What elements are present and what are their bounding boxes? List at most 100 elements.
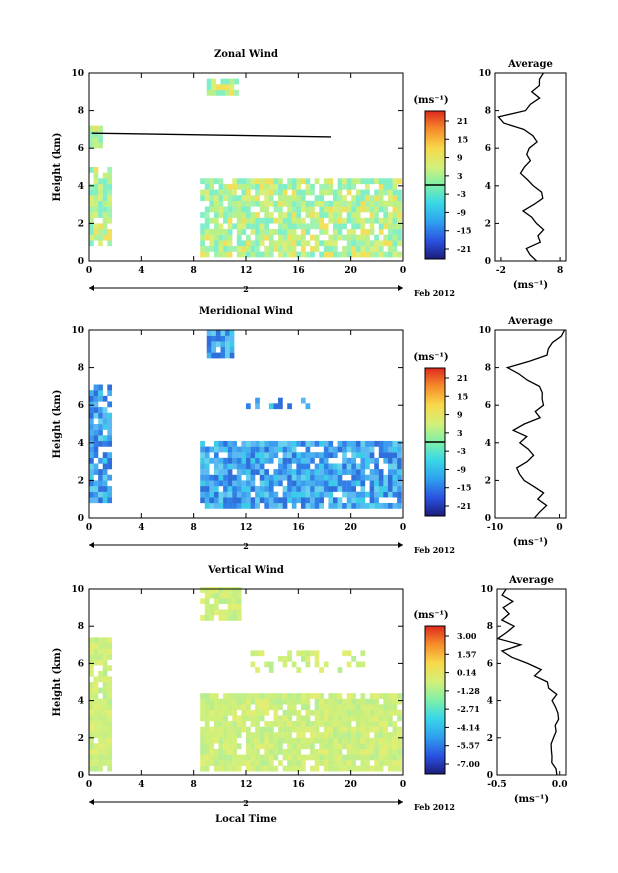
heatmap-cell	[236, 240, 242, 247]
heatmap-cell	[273, 748, 279, 755]
average-x-tick-label: -2	[496, 266, 506, 276]
heatmap-cell	[215, 352, 221, 359]
heatmap-cell	[273, 183, 279, 190]
heatmap-cell	[107, 457, 113, 464]
heatmap-cell	[287, 698, 292, 705]
heatmap-cell	[250, 754, 256, 761]
heatmap-cell	[232, 603, 237, 610]
heatmap-cell	[241, 721, 247, 727]
heatmap-cell	[323, 486, 329, 492]
heatmap-cell	[355, 178, 361, 185]
heatmap-cell	[218, 469, 224, 475]
heatmap-cell	[98, 407, 103, 413]
heatmap-cell	[351, 486, 357, 492]
heatmap-cell	[255, 463, 260, 470]
colorbar-tick-label: 9	[457, 153, 463, 163]
heatmap-cell	[93, 229, 99, 235]
heatmap-cell	[378, 502, 384, 509]
heatmap-cell	[337, 709, 343, 716]
heatmap-cell	[387, 474, 393, 481]
heatmap-cell	[300, 491, 306, 498]
heatmap-cell	[98, 200, 103, 207]
heatmap-cell	[273, 240, 279, 247]
heatmap-cell	[369, 491, 375, 498]
y-tick-label: 10	[71, 585, 84, 595]
heatmap-cell	[296, 474, 302, 481]
heatmap-cell	[255, 240, 260, 247]
heatmap-cell	[287, 765, 292, 772]
heatmap-cell	[204, 754, 210, 761]
heatmap-cell	[333, 721, 338, 727]
heatmap-cell	[319, 754, 324, 761]
heatmap-cell	[291, 726, 297, 733]
heatmap-cell	[310, 183, 315, 190]
heatmap-cell	[255, 497, 260, 504]
heatmap-cell	[204, 698, 210, 705]
heatmap-cell	[355, 463, 361, 470]
heatmap-cell	[397, 457, 402, 464]
heatmap-cell	[246, 502, 251, 509]
heatmap-cell	[268, 760, 274, 766]
heatmap-cell	[264, 223, 270, 230]
heatmap-cell	[305, 240, 311, 247]
heatmap-cell	[102, 395, 108, 402]
heatmap-cell	[213, 502, 219, 509]
heatmap-cell	[223, 737, 228, 744]
heatmap-cell	[296, 765, 302, 772]
heatmap-cell	[360, 715, 366, 722]
heatmap-cell	[337, 765, 343, 772]
heatmap-cell	[241, 183, 247, 190]
heatmap-cell	[383, 743, 389, 750]
heatmap-cell	[314, 765, 320, 772]
heatmap-cell	[374, 469, 379, 475]
heatmap-cell	[392, 217, 398, 224]
heatmap-cell	[223, 693, 228, 699]
heatmap-cell	[259, 486, 265, 492]
heatmap-cell	[333, 200, 338, 207]
heatmap-cell	[246, 486, 251, 492]
heatmap-cell	[291, 486, 297, 492]
heatmap-cell	[250, 709, 256, 716]
heatmap-cell	[232, 497, 237, 504]
heatmap-cell	[392, 200, 398, 207]
heatmap-cell	[273, 765, 279, 772]
heatmap-cell	[213, 446, 219, 453]
heatmap-cell	[89, 743, 94, 750]
heatmap-cell	[305, 480, 311, 487]
heatmap-cell	[282, 457, 288, 464]
heatmap-cell	[93, 687, 99, 694]
heatmap-cell	[305, 463, 311, 470]
heatmap-cell	[346, 206, 352, 213]
heatmap-cell	[296, 223, 302, 230]
heatmap-cell	[200, 240, 205, 247]
x-axis-label: Local Time	[215, 814, 277, 825]
x-tick-label: 0	[86, 266, 92, 276]
heatmap-cell	[319, 223, 324, 230]
heatmap-cell	[282, 245, 288, 252]
heatmap-cell	[218, 748, 224, 755]
heatmap-cell	[319, 693, 324, 699]
heatmap-cell	[98, 435, 103, 442]
heatmap-cell	[223, 183, 228, 190]
heatmap-cell	[98, 497, 103, 504]
heatmap-cell	[300, 245, 306, 252]
heatmap-cell	[323, 765, 329, 772]
heatmap-cell	[102, 212, 108, 218]
heatmap-cell	[397, 440, 402, 447]
heatmap-cell	[93, 172, 99, 179]
heatmap-cell	[213, 497, 219, 504]
heatmap-cell	[227, 704, 233, 711]
heatmap-cell	[264, 502, 270, 509]
heatmap-cell	[374, 486, 379, 492]
heatmap-cell	[319, 195, 324, 202]
heatmap-cell	[323, 463, 329, 470]
heatmap-cell	[246, 212, 251, 218]
heatmap-cell	[300, 234, 306, 241]
heatmap-cell	[351, 693, 357, 699]
heatmap-cell	[296, 463, 302, 470]
heatmap-cell	[365, 502, 370, 509]
heatmap-cell	[259, 183, 265, 190]
heatmap-cell	[98, 469, 103, 475]
heatmap-cell	[236, 491, 242, 498]
